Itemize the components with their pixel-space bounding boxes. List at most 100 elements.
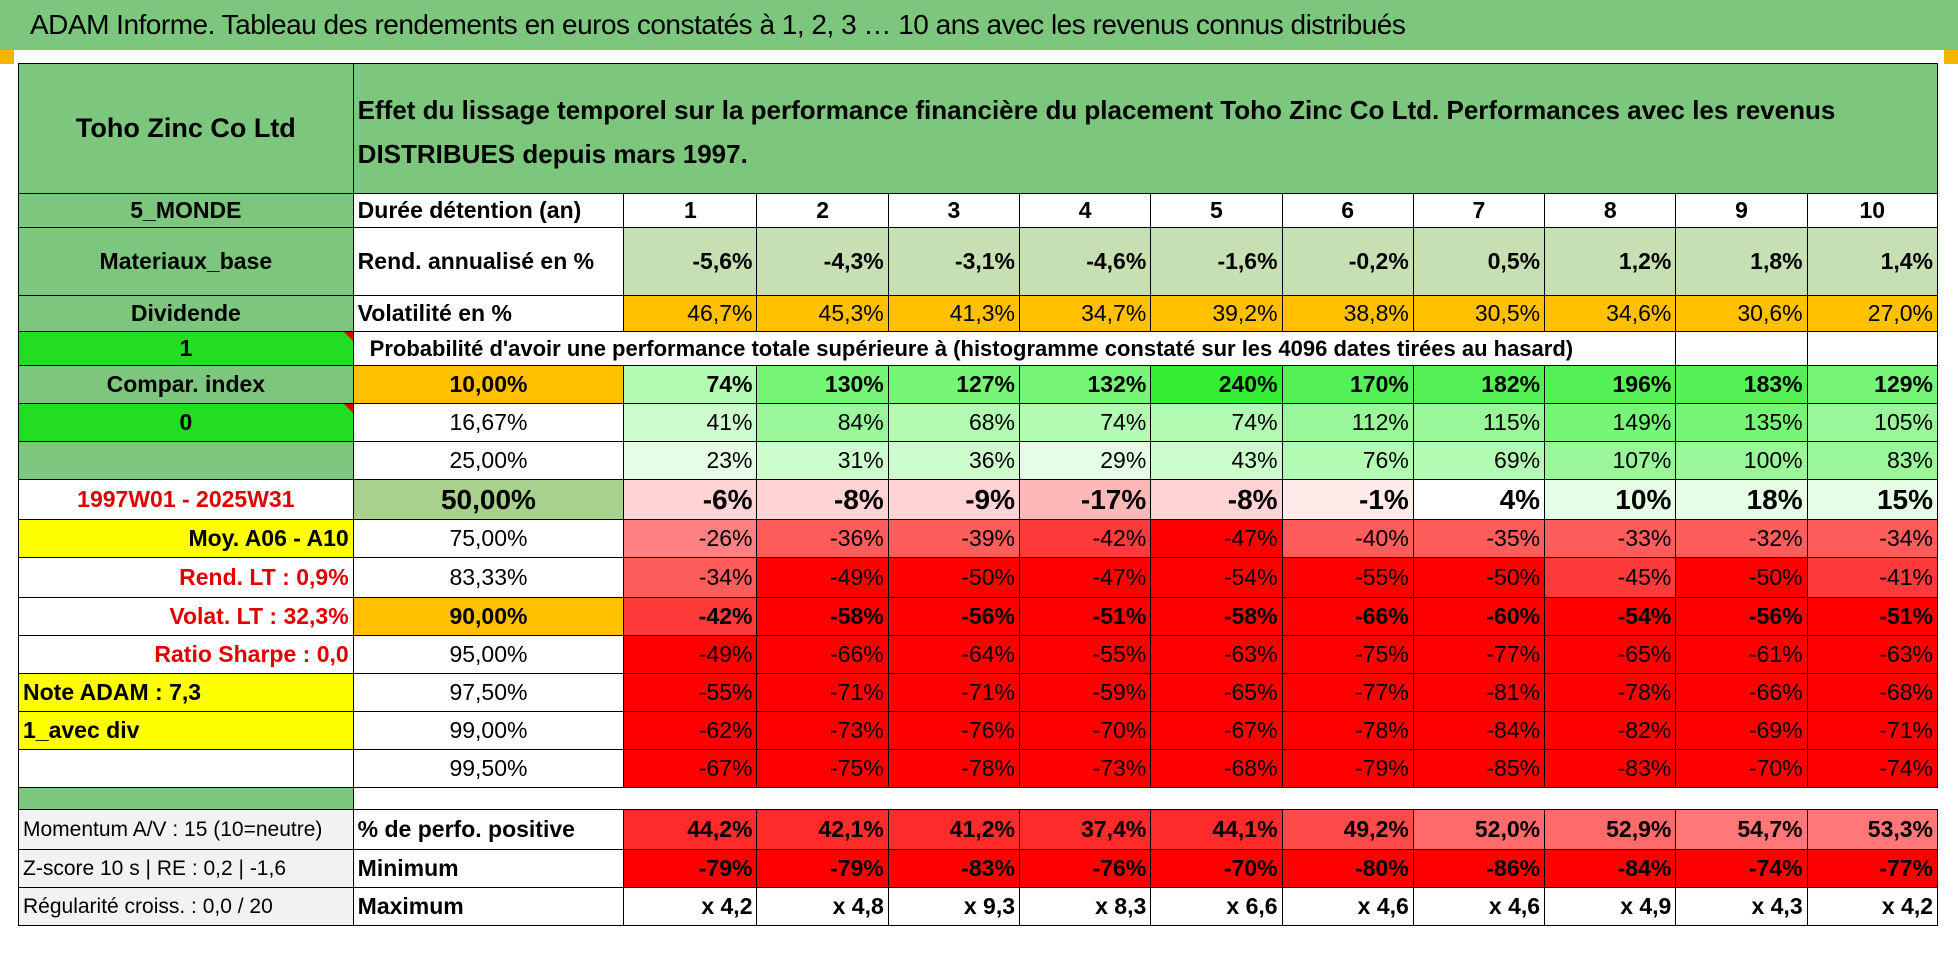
percentile-value: 74% (1150, 403, 1283, 442)
percentile-value: 132% (1019, 365, 1152, 404)
percentile-value: -40% (1281, 519, 1414, 558)
return-value: 1,8% (1675, 227, 1808, 296)
year-header: 9 (1675, 193, 1808, 228)
maximum-value: x 9,3 (887, 887, 1021, 926)
corner-marker-left (0, 50, 14, 64)
return-value: -4,3% (756, 227, 889, 296)
minimum-value: -83% (887, 849, 1021, 888)
percentile-value: 69% (1412, 441, 1546, 480)
minimum-value: -76% (1019, 849, 1152, 888)
probability-header-row: 1 Probabilité d'avoir une performance tot… (18, 331, 1939, 366)
percentile-value: -66% (1675, 673, 1808, 712)
percentile-value: -73% (1019, 749, 1152, 788)
maximum-value: x 4,2 (1806, 887, 1939, 926)
probability-label: Probabilité d'avoir une performance tota… (352, 331, 1677, 366)
minimum-value: -84% (1544, 849, 1677, 888)
percentile-row: 99,50% -67% -75% -78% -73% -68% -79% -85% -83% -7… (18, 749, 1939, 788)
percentile-value: 170% (1281, 365, 1414, 404)
percentile-value: 83% (1806, 441, 1939, 480)
percentile-value: -82% (1544, 711, 1677, 750)
percentile-value: 36% (887, 441, 1021, 480)
percentile-value: -49% (623, 635, 758, 674)
percentile-value: 115% (1412, 403, 1546, 442)
percentile-value: -54% (1544, 597, 1677, 636)
positive-row: Momentum A/V : 15 (10=neutre)% de perfo.… (18, 809, 1939, 850)
spacer-cell (18, 787, 354, 810)
percentile-value: -79% (1281, 749, 1414, 788)
company-name: Toho Zinc Co Ltd (18, 63, 354, 194)
minimum-value: -79% (756, 849, 889, 888)
percentile-value: 29% (1019, 441, 1152, 480)
percentile-value: -50% (887, 557, 1021, 598)
percentile-value: -56% (887, 597, 1021, 636)
positive-value: 42,1% (756, 809, 889, 850)
percentile-value: -34% (623, 557, 758, 598)
percentile-value: -71% (887, 673, 1021, 712)
percentile-value: -51% (1019, 597, 1152, 636)
percentile-value: -41% (1806, 557, 1939, 598)
positive-value: 41,2% (887, 809, 1021, 850)
percentile-label: 25,00% (352, 441, 625, 480)
percentile-row: Volat. LT : 32,3% 90,00% -42% -58% -56% -51% -… (18, 597, 1939, 636)
percentile-value: -55% (1019, 635, 1152, 674)
percentile-value: -42% (1019, 519, 1152, 558)
year-header: 4 (1019, 193, 1152, 228)
percentile-value: -66% (1281, 597, 1414, 636)
percentile-value: -65% (1544, 635, 1677, 674)
percentile-value: -17% (1019, 479, 1152, 520)
maximum-value: x 4,3 (1675, 887, 1808, 926)
percentile-value: -55% (623, 673, 758, 712)
percentile-value: -63% (1806, 635, 1939, 674)
comment-marker (343, 404, 353, 413)
percentile-value: -45% (1544, 557, 1677, 598)
percentile-value: -33% (1544, 519, 1677, 558)
percentile-label: 99,00% (352, 711, 625, 750)
positive-value: 37,4% (1019, 809, 1152, 850)
percentile-label: 90,00% (352, 597, 625, 636)
return-label: Rend. annualisé en % (352, 227, 625, 296)
percentile-row: 0 16,67% 41% 84% 68% 74% 74% 112% 115% 149% 135% 10… (18, 403, 1939, 442)
minimum-row: Z-score 10 s | RE : 0,2 | -1,6 Minimum -79… (18, 849, 1939, 888)
percentile-value: -34% (1806, 519, 1939, 558)
percentile-value: -47% (1150, 519, 1283, 558)
percentile-value: 129% (1806, 365, 1939, 404)
percentile-value: 130% (756, 365, 889, 404)
percentile-value: -8% (756, 479, 889, 520)
percentile-value: -71% (1806, 711, 1939, 750)
percentile-value: 41% (623, 403, 758, 442)
volatility-value: 45,3% (756, 295, 889, 332)
volatility-value: 30,6% (1675, 295, 1808, 332)
volatility-label: Volatilité en % (352, 295, 625, 332)
percentile-value: -39% (887, 519, 1021, 558)
maximum-value: x 4,6 (1412, 887, 1546, 926)
volatility-row: Dividende Volatilité en % 46,7% 45,3% 41,3% 3… (18, 295, 1939, 332)
percentile-value: -64% (887, 635, 1021, 674)
positive-value: 49,2% (1281, 809, 1414, 850)
percentile-value: 112% (1281, 403, 1414, 442)
return-value: -4,6% (1019, 227, 1152, 296)
percentile-value: 182% (1412, 365, 1546, 404)
percentile-value: 105% (1806, 403, 1939, 442)
volatility-value: 34,7% (1019, 295, 1152, 332)
volatility-value: 38,8% (1281, 295, 1414, 332)
percentile-value: 127% (887, 365, 1021, 404)
percentile-value: -70% (1019, 711, 1152, 750)
percentile-value: -66% (756, 635, 889, 674)
percentile-value: -78% (887, 749, 1021, 788)
percentile-value: -65% (1150, 673, 1283, 712)
return-value: 1,2% (1544, 227, 1677, 296)
percentile-value: 196% (1544, 365, 1677, 404)
regularity-label: Régularité croiss. : 0,0 / 20 (18, 887, 354, 926)
percentile-value: 68% (887, 403, 1021, 442)
percentile-row: Compar. index 10,00% 74% 130% 127% 132% 240% 17… (18, 365, 1939, 404)
sector-label: Materiaux_base (18, 227, 354, 296)
volatility-value: 46,7% (623, 295, 758, 332)
flag-1: 1 (18, 331, 354, 366)
percentile-value: -77% (1281, 673, 1414, 712)
empty-cell (1675, 331, 1808, 366)
maximum-value: x 4,9 (1544, 887, 1677, 926)
percentile-value: 43% (1150, 441, 1283, 480)
percentile-value: -47% (1019, 557, 1152, 598)
percentile-value: -42% (623, 597, 758, 636)
percentile-value: -78% (1544, 673, 1677, 712)
